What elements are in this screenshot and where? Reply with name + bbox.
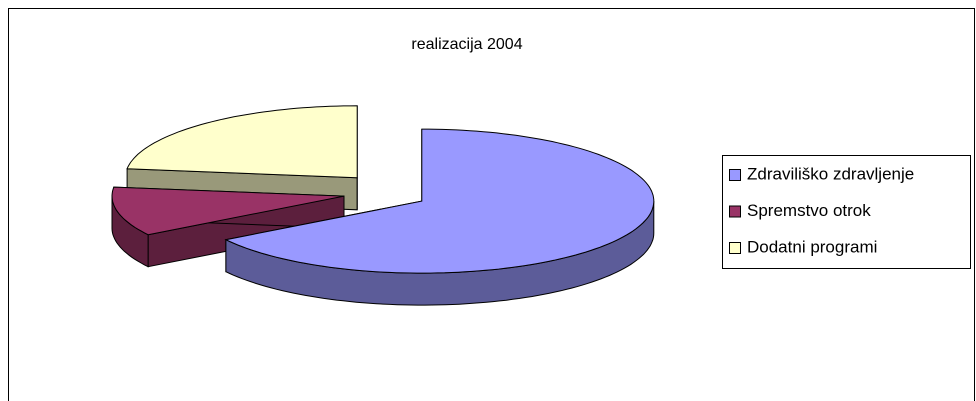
legend-label: Zdraviliško zdravljenje xyxy=(747,164,914,183)
legend-swatch xyxy=(729,169,741,181)
slice xyxy=(224,128,655,274)
legend-label: Dodatni programi xyxy=(747,237,877,256)
legend-swatch xyxy=(729,205,741,218)
pie xyxy=(111,105,655,306)
slice xyxy=(126,105,358,179)
legend-items: Zdraviliško zdravljenje Spremstvo otrok Do… xyxy=(729,164,914,256)
slice xyxy=(111,186,345,236)
legend xyxy=(722,155,971,269)
legend-label: Spremstvo otrok xyxy=(747,201,871,220)
legend-swatch xyxy=(729,242,741,254)
chart-title: realizacija 2004 xyxy=(411,36,522,53)
